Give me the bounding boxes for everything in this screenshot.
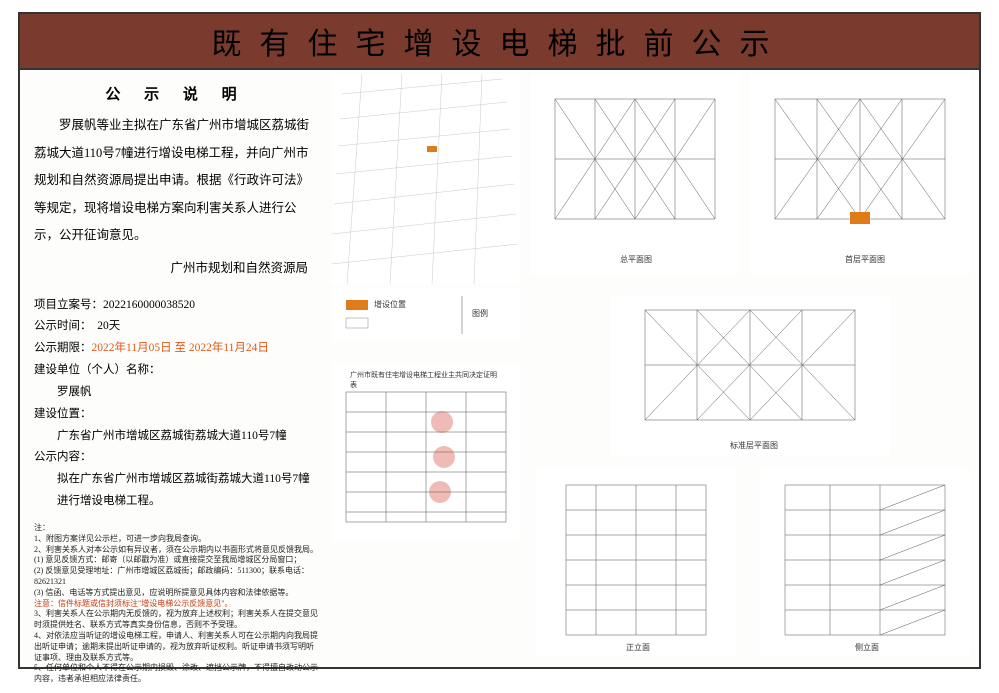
legend-key-2: 图例 — [472, 308, 488, 319]
explain-paragraph: 罗展帆等业主拟在广东省广州市增城区荔城街荔城大道110号7幢进行增设电梯工程，并… — [34, 112, 318, 250]
meta-builder: 罗展帆 — [34, 382, 318, 404]
document-frame: 既有住宅增设电梯批前公示 公 示 说 明 罗展帆等业主拟在广东省广州市增城区荔城… — [18, 12, 981, 669]
meta-location: 广东省广州市增城区荔城街荔城大道110号7幢 — [34, 426, 318, 448]
meta-content-label: 公示内容： — [34, 447, 318, 469]
elevation-drawing-2: 侧立面 — [760, 470, 970, 655]
meta-block: 项目立案号：2022160000038520 公示时间： 20天 公示期限：20… — [34, 295, 318, 513]
meta-period: 公示期限：2022年11月05日 至 2022年11月24日 — [34, 338, 318, 360]
plan-drawing-3: 标准层平面图 — [610, 295, 890, 455]
doc-title: 广州市既有住宅增设电梯工程业主共同决定证明表 — [350, 370, 500, 390]
footnotes: 注： 1、附图方案详见公示栏，可进一步向我局查询。 2、利害关系人对本公示如有异… — [34, 523, 318, 685]
page-title: 既有住宅增设电梯批前公示 — [212, 19, 788, 63]
legend-key-1: 增设位置 — [374, 299, 406, 310]
meta-duration: 公示时间： 20天 — [34, 316, 318, 338]
meta-builder-label: 建设单位（个人）名称： — [34, 360, 318, 382]
plan-drawing-1: 总平面图 — [530, 74, 740, 274]
plan-drawing-2: 首层平面图 — [750, 74, 970, 274]
meta-project-no: 项目立案号：2022160000038520 — [34, 295, 318, 317]
caption-1: 总平面图 — [620, 254, 652, 265]
meta-content: 拟在广东省广州市增城区荔城街荔城大道110号7幢进行增设电梯工程。 — [34, 469, 318, 513]
caption-2: 首层平面图 — [845, 254, 885, 265]
site-map-panel — [332, 74, 520, 284]
elevation-drawing-1: 正立面 — [536, 470, 736, 655]
caption-3: 标准层平面图 — [730, 440, 778, 451]
content-area: 公 示 说 明 罗展帆等业主拟在广东省广州市增城区荔城街荔城大道110号7幢进行… — [20, 70, 979, 667]
issuer: 广州市规划和自然资源局 — [34, 256, 308, 281]
notice-heading: 公 示 说 明 — [34, 80, 318, 110]
caption-4: 正立面 — [626, 642, 650, 653]
caption-5: 侧立面 — [855, 642, 879, 653]
title-bar: 既有住宅增设电梯批前公示 — [20, 14, 979, 70]
meta-location-label: 建设位置： — [34, 404, 318, 426]
legend-panel: 增设位置 图例 — [332, 288, 520, 342]
drawings-area: 增设位置 图例 — [330, 70, 979, 667]
left-column: 公 示 说 明 罗展帆等业主拟在广东省广州市增城区荔城街荔城大道110号7幢进行… — [20, 70, 330, 667]
decision-doc-panel: 广州市既有住宅增设电梯工程业主共同决定证明表 — [332, 362, 520, 542]
